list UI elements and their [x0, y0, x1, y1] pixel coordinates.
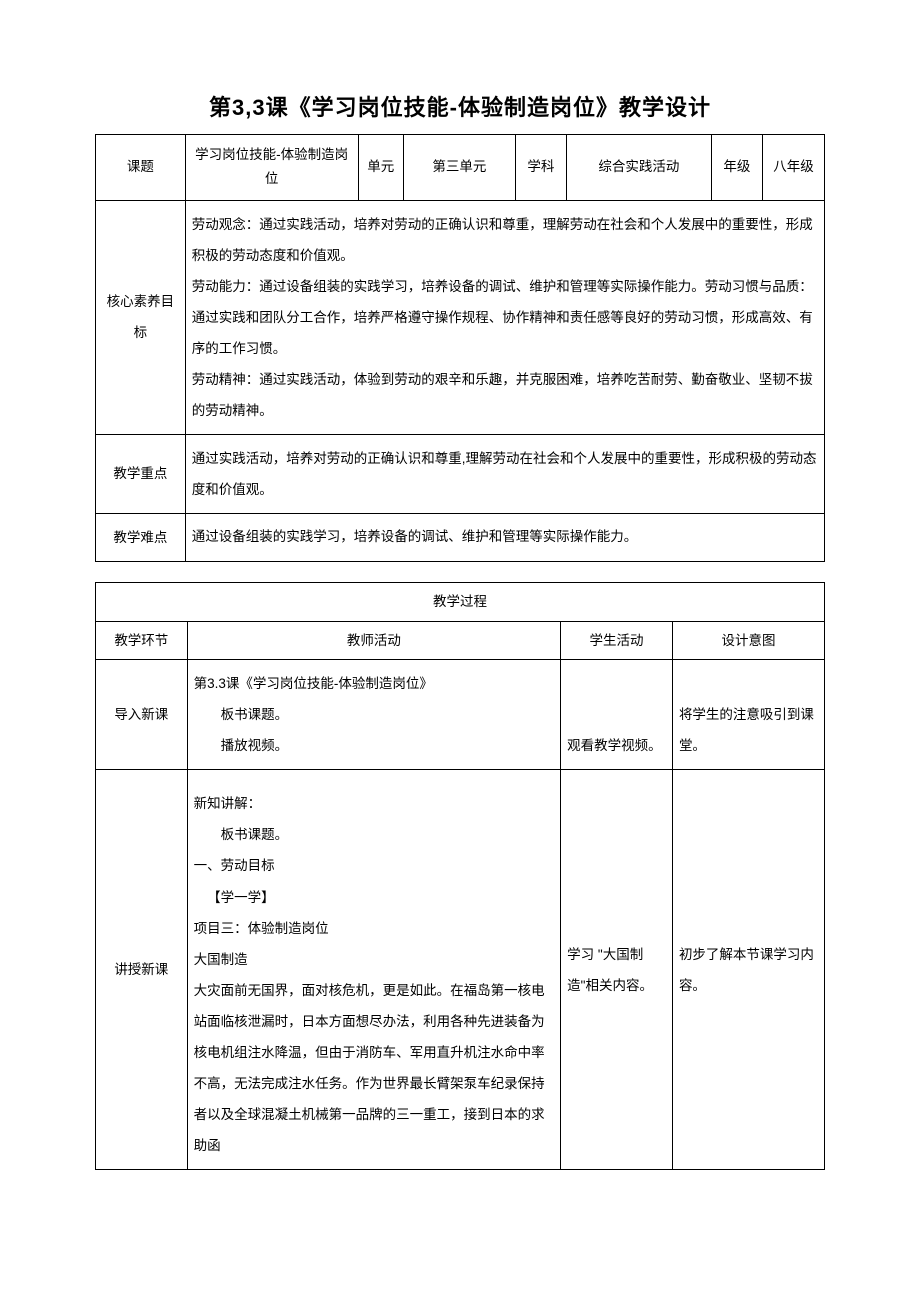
- table-row: 教学难点 通过设备组装的实践学习，培养设备的调试、维护和管理等实际操作能力。: [96, 514, 825, 562]
- table-row: 核心素养目标 劳动观念：通过实践活动，培养对劳动的正确认识和尊重，理解劳动在社会…: [96, 200, 825, 434]
- table-row: 教学过程: [96, 583, 825, 622]
- head-stage: 教学环节: [96, 622, 187, 660]
- lesson-info-table: 课题 学习岗位技能-体验制造岗位 单元 第三单元 学科 综合实践活动 年级 八年…: [95, 134, 825, 562]
- table-row: 课题 学习岗位技能-体验制造岗位 单元 第三单元 学科 综合实践活动 年级 八年…: [96, 135, 825, 201]
- label-core-literacy: 核心素养目标: [96, 278, 185, 356]
- line: 【学一学】: [194, 882, 275, 913]
- process-caption: 教学过程: [96, 583, 824, 621]
- key-point-content: 通过实践活动，培养对劳动的正确认识和尊重,理解劳动在社会和个人发展中的重要性，形…: [186, 435, 824, 513]
- para-2: 劳动能力：通过设备组装的实践学习，培养设备的调试、维护和管理等实际操作能力。劳动…: [192, 279, 813, 356]
- para-3: 劳动精神：通过实践活动，体验到劳动的艰辛和乐趣，并克服困难，培养吃苦耐劳、勤奋敬…: [192, 372, 813, 418]
- head-teacher: 教师活动: [188, 622, 561, 660]
- line: 大国制造: [194, 952, 248, 967]
- value-subject: 综合实践活动: [567, 147, 711, 187]
- page-title: 第3,3课《学习岗位技能-体验制造岗位》教学设计: [95, 90, 825, 122]
- teacher-intro: 第3.3课《学习岗位技能-体验制造岗位》 板书课题。 播放视频。: [188, 660, 561, 769]
- spacer: [95, 562, 825, 582]
- table-row: 讲授新课 新知讲解： 板书课题。 一、劳动目标 【学一学】 项目三：体验制造岗位…: [96, 770, 825, 1170]
- line: 板书课题。: [194, 819, 555, 850]
- label-key-point: 教学重点: [96, 450, 185, 497]
- label-difficulty: 教学难点: [96, 514, 185, 561]
- line: 一、劳动目标: [194, 858, 275, 873]
- difficulty-content: 通过设备组装的实践学习，培养设备的调试、维护和管理等实际操作能力。: [186, 517, 824, 557]
- line: 新知讲解：: [194, 796, 262, 811]
- table-row: 教学环节 教师活动 学生活动 设计意图: [96, 621, 825, 660]
- stage-intro: 导入新课: [96, 691, 187, 738]
- teaching-process-table: 教学过程 教学环节 教师活动 学生活动 设计意图 导入新课 第3.3课《学习岗位…: [95, 582, 825, 1170]
- student-intro: 观看教学视频。: [561, 722, 672, 769]
- line: 第3.3课《学习岗位技能-体验制造岗位》: [194, 676, 433, 691]
- label-subject: 学科: [516, 147, 566, 187]
- label-unit: 单元: [359, 147, 403, 187]
- teacher-teach: 新知讲解： 板书课题。 一、劳动目标 【学一学】 项目三：体验制造岗位 大国制造…: [188, 770, 561, 1169]
- intent-intro: 将学生的注意吸引到课堂。: [673, 691, 824, 769]
- value-topic: 学习岗位技能-体验制造岗位: [186, 135, 358, 200]
- line: 播放视频。: [194, 730, 555, 761]
- head-intent: 设计意图: [673, 622, 824, 660]
- para-1: 劳动观念：通过实践活动，培养对劳动的正确认识和尊重，理解劳动在社会和个人发展中的…: [192, 217, 813, 263]
- student-teach: 学习 "大国制造"相关内容。: [561, 931, 672, 1009]
- table-row: 教学重点 通过实践活动，培养对劳动的正确认识和尊重,理解劳动在社会和个人发展中的…: [96, 434, 825, 513]
- line: 大灾面前无国界，面对核危机，更是如此。在福岛第一核电站面临核泄漏时，日本方面想尽…: [194, 983, 545, 1153]
- core-literacy-content: 劳动观念：通过实践活动，培养对劳动的正确认识和尊重，理解劳动在社会和个人发展中的…: [186, 201, 824, 434]
- label-grade: 年级: [712, 147, 762, 187]
- table-row: 导入新课 第3.3课《学习岗位技能-体验制造岗位》 板书课题。 播放视频。 观看…: [96, 660, 825, 770]
- label-topic: 课题: [96, 147, 185, 187]
- line: 板书课题。: [194, 699, 555, 730]
- head-student: 学生活动: [561, 622, 672, 660]
- value-grade: 八年级: [763, 147, 824, 187]
- value-unit: 第三单元: [404, 147, 515, 187]
- line: 项目三：体验制造岗位: [194, 921, 329, 936]
- stage-teach: 讲授新课: [96, 946, 187, 993]
- intent-teach: 初步了解本节课学习内容。: [673, 931, 824, 1009]
